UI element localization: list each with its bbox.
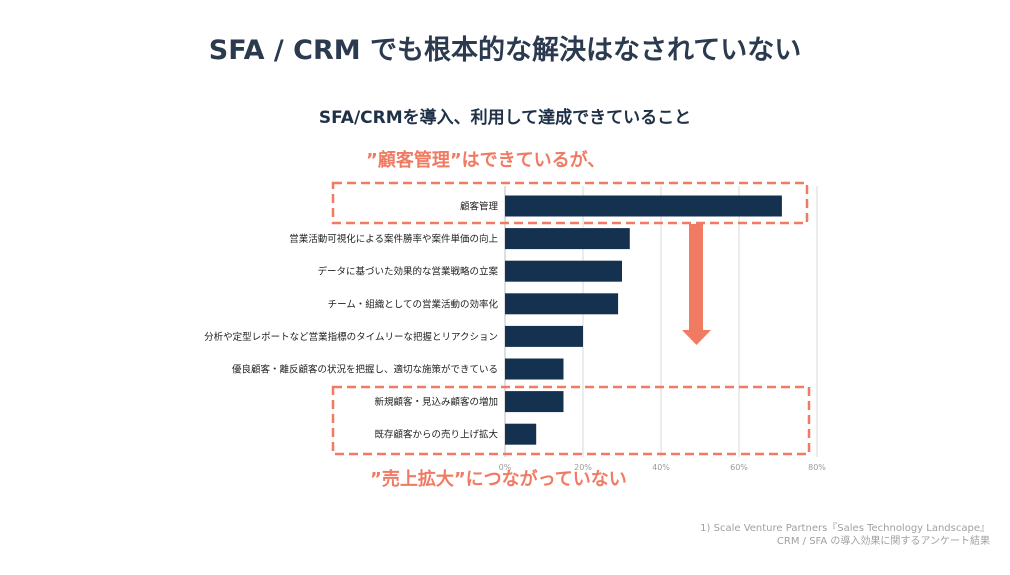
chart-subtitle: SFA/CRMを導入、利用して達成できていること xyxy=(318,108,692,128)
highlight-box-bottom xyxy=(331,385,811,456)
category-label: 分析や定型レポートなど営業指標のタイムリーな把握とリアクション xyxy=(204,331,498,343)
category-label: 新規顧客・見込み顧客の増加 xyxy=(374,396,498,408)
callout-sales-growth: ”売上拡大”につながっていない xyxy=(370,469,627,490)
bar xyxy=(505,228,630,250)
x-tick-label: 40% xyxy=(652,463,670,472)
category-label: 営業活動可視化による案件勝率や案件単価の向上 xyxy=(289,233,498,245)
callout-customer-management: ”顧客管理”はできているが、 xyxy=(366,150,606,171)
arrow-shaft xyxy=(689,224,703,330)
bar xyxy=(505,293,619,315)
footnote-line-1: 1) Scale Venture Partners『Sales Technolo… xyxy=(700,523,990,534)
bar xyxy=(505,358,564,380)
footnote-line-2: CRM / SFA の導入効果に関するアンケート結果 xyxy=(776,536,990,547)
bar xyxy=(505,195,782,217)
x-tick-label: 80% xyxy=(808,463,826,472)
category-label: データに基づいた効果的な営業戦略の立案 xyxy=(317,266,498,278)
category-label: 優良顧客・離反顧客の状況を把握し、適切な施策ができている xyxy=(232,364,498,376)
highlight-box-top xyxy=(331,181,809,225)
category-label: 顧客管理 xyxy=(460,201,499,213)
category-label: 既存顧客からの売り上げ拡大 xyxy=(374,429,498,441)
bar xyxy=(505,423,537,445)
x-tick-label: 60% xyxy=(730,463,748,472)
category-label: チーム・組織としての営業活動の効率化 xyxy=(328,298,499,310)
bar xyxy=(505,391,564,413)
source-footnote: 1) Scale Venture Partners『Sales Technolo… xyxy=(700,522,990,548)
x-tick-label: 0% xyxy=(499,463,512,472)
x-tick-label: 20% xyxy=(574,463,592,472)
bar xyxy=(505,260,622,282)
arrow-down-icon xyxy=(682,330,711,345)
page-title: SFA / CRM でも根本的な解決はなされていない xyxy=(208,35,802,66)
bar xyxy=(505,325,583,347)
